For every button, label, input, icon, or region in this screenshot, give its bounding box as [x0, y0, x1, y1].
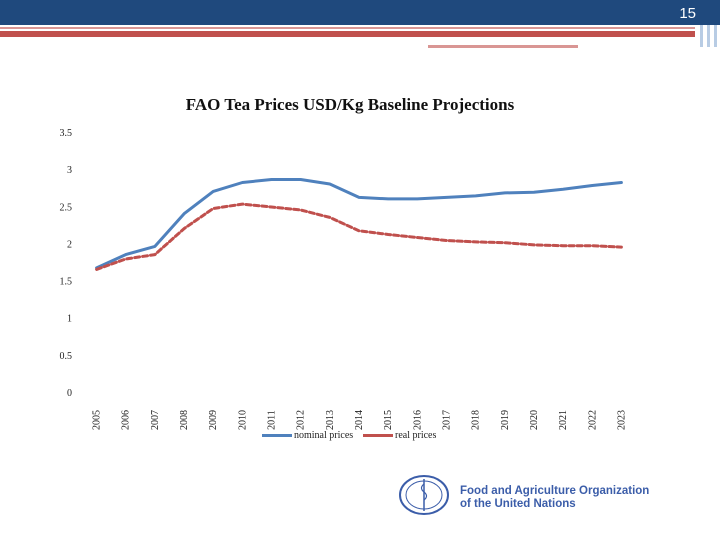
legend-item-real: real prices — [363, 430, 436, 441]
y-tick-label: 3.5 — [60, 128, 73, 139]
fao-org-line1: Food and Agriculture Organization — [460, 485, 650, 497]
decorative-stripe — [707, 25, 710, 47]
x-tick-label: 2008 — [179, 410, 190, 430]
x-tick-label: 2020 — [529, 410, 540, 430]
series-line-nominal — [95, 178, 623, 270]
x-tick-label: 2011 — [267, 410, 278, 430]
series-line-real — [95, 202, 623, 271]
x-tick-label: 2015 — [383, 410, 394, 430]
x-tick-label: 2012 — [296, 410, 307, 430]
x-tick-label: 2014 — [354, 410, 365, 430]
y-tick-label: 3 — [67, 165, 72, 176]
legend-item-nominal: nominal prices — [262, 430, 353, 441]
y-tick-label: 2.5 — [60, 202, 73, 213]
x-tick-label: 2007 — [150, 410, 161, 430]
fao-org-line2: of the United Nations — [460, 498, 576, 510]
decorative-stripe — [0, 27, 695, 29]
y-tick-label: 0.5 — [60, 351, 73, 362]
chart-title: FAO Tea Prices USD/Kg Baseline Projectio… — [185, 95, 515, 114]
x-tick-label: 2021 — [558, 410, 569, 430]
fao-emblem-icon — [399, 475, 449, 515]
y-tick-label: 1 — [67, 314, 72, 325]
decorative-stripe — [700, 25, 703, 47]
x-tick-label: 2017 — [441, 410, 452, 430]
y-tick-label: 2 — [67, 239, 72, 250]
header-bar: 15 — [0, 0, 720, 25]
x-tick-label: 2009 — [208, 410, 219, 430]
legend-label-nominal: nominal prices — [294, 430, 354, 441]
x-tick-label: 2013 — [325, 410, 336, 430]
x-tick-label: 2010 — [237, 410, 248, 430]
x-tick-label: 2023 — [616, 410, 627, 430]
legend-swatch-real — [363, 434, 393, 437]
x-tick-label: 2016 — [412, 410, 423, 430]
y-tick-label: 0 — [67, 388, 72, 399]
decorative-stripe — [428, 45, 578, 48]
legend-label-real: real prices — [395, 430, 437, 441]
x-tick-label: 2018 — [471, 410, 482, 430]
x-tick-label: 2019 — [500, 410, 511, 430]
x-tick-label: 2022 — [587, 410, 598, 430]
decorative-stripe — [714, 25, 717, 47]
decorative-stripe — [0, 31, 695, 37]
x-tick-label: 2005 — [92, 410, 103, 430]
slide-number: 15 — [679, 5, 696, 22]
legend-swatch-nominal — [262, 434, 292, 437]
x-tick-label: 2006 — [121, 410, 132, 430]
y-tick-label: 1.5 — [60, 277, 73, 288]
